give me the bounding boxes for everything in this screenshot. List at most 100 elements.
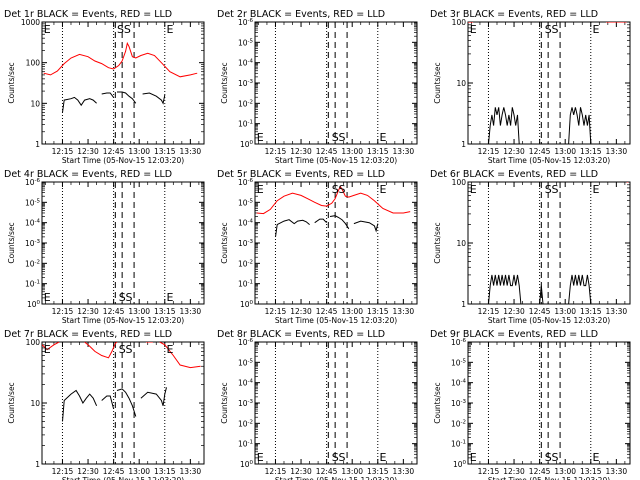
y-tick-label: 10-6 <box>25 178 41 187</box>
panel-title: Det 2r BLACK = Events, RED = LLD <box>217 9 385 20</box>
end-marker: E <box>592 183 599 196</box>
x-tick-label: 13:30 <box>180 307 202 316</box>
x-tick-label: 12:45 <box>529 147 551 156</box>
x-tick-label: 13:30 <box>606 467 628 476</box>
x-tick-label: 13:30 <box>393 307 415 316</box>
events-series-line <box>353 220 379 233</box>
panel-det-3r: Det 3r BLACK = Events, RED = LLD 1 10 100 12… <box>430 9 631 165</box>
x-axis-label: Start Time (05-Nov-15 12:03:20) <box>62 476 184 480</box>
end-marker: E <box>379 183 386 196</box>
start-marker: S <box>545 183 552 196</box>
y-tick-label: 10-3 <box>238 239 254 248</box>
x-tick-label: 13:00 <box>341 307 363 316</box>
panel-title: Det 5r BLACK = Events, RED = LLD <box>217 169 385 180</box>
end-marker: E <box>470 183 477 196</box>
panel-title: Det 9r BLACK = Events, RED = LLD <box>430 329 598 340</box>
x-tick-label: 12:15 <box>478 307 500 316</box>
y-tick-label: 10-4 <box>238 379 254 388</box>
y-tick-label: 10-4 <box>238 59 254 68</box>
start-marker: S <box>545 23 552 36</box>
x-axis-label: Start Time (05-Nov-15 12:03:20) <box>62 156 184 165</box>
events-series-line <box>314 218 327 224</box>
y-tick-label: 100 <box>27 300 41 309</box>
events-series-line <box>488 107 520 144</box>
x-tick-label: 13:30 <box>393 467 415 476</box>
end-marker: E <box>257 183 264 196</box>
x-tick-label: 12:15 <box>52 467 74 476</box>
y-tick-label: 10-4 <box>25 219 41 228</box>
x-tick-label: 13:30 <box>180 147 202 156</box>
events-series-line <box>140 387 167 406</box>
panel-det-1r: Det 1r BLACK = Events, RED = LLD 1 10 100 10… <box>4 9 205 165</box>
x-tick-label: 13:30 <box>606 147 628 156</box>
start-marker: S <box>332 131 339 144</box>
x-tick-label: 12:30 <box>290 147 312 156</box>
start-marker: S <box>124 23 131 36</box>
events-series-line <box>275 219 310 237</box>
x-tick-label: 12:15 <box>265 147 287 156</box>
y-axis-label: Counts/sec <box>220 62 229 103</box>
x-tick-label: 13:00 <box>128 307 150 316</box>
end-marker: E <box>257 451 264 464</box>
end-marker: E <box>166 343 173 356</box>
panel-det-7r: Det 7r BLACK = Events, RED = LLD 1 10 100 12… <box>4 329 205 480</box>
end-marker: E <box>44 343 51 356</box>
start-marker: S <box>552 451 559 464</box>
x-tick-label: 12:45 <box>316 307 338 316</box>
y-axis-label: Counts/sec <box>7 382 16 423</box>
end-marker: E <box>379 131 386 144</box>
y-tick-label: 1 <box>35 140 40 149</box>
y-axis-label: Counts/sec <box>433 62 442 103</box>
y-tick-label: 10-4 <box>238 219 254 228</box>
plot-frame <box>254 341 418 465</box>
x-tick-label: 12:30 <box>290 467 312 476</box>
y-tick-label: 10-2 <box>238 419 253 428</box>
y-tick-label: 1 <box>461 300 466 309</box>
y-axis-label: Counts/sec <box>433 382 442 423</box>
end-marker: E <box>166 291 173 304</box>
plot-frame <box>254 181 418 305</box>
x-tick-label: 12:45 <box>103 467 125 476</box>
end-marker: E <box>379 451 386 464</box>
x-tick-label: 12:30 <box>77 467 99 476</box>
y-tick-label: 1 <box>461 140 466 149</box>
y-tick-label: 10-6 <box>238 178 254 187</box>
x-tick-label: 12:15 <box>52 307 74 316</box>
x-axis-label: Start Time (05-Nov-15 12:03:20) <box>488 156 610 165</box>
x-tick-label: 13:00 <box>554 147 576 156</box>
y-tick-label: 10-3 <box>238 79 254 88</box>
y-tick-label: 10-1 <box>25 280 40 289</box>
x-tick-label: 13:15 <box>154 467 176 476</box>
start-marker: S <box>126 291 133 304</box>
x-tick-label: 12:45 <box>316 147 338 156</box>
y-tick-label: 10-2 <box>451 419 466 428</box>
y-tick-label: 10-5 <box>238 358 254 367</box>
x-tick-label: 13:30 <box>393 147 415 156</box>
y-tick-label: 10-5 <box>451 358 467 367</box>
x-tick-label: 12:45 <box>529 307 551 316</box>
x-tick-label: 13:30 <box>180 467 202 476</box>
start-marker: S <box>339 131 346 144</box>
y-axis-label: Counts/sec <box>433 222 442 263</box>
y-tick-label: 10-5 <box>25 198 41 207</box>
plot-frame <box>41 341 205 465</box>
panel-title: Det 6r BLACK = Events, RED = LLD <box>430 169 598 180</box>
x-tick-label: 12:45 <box>103 307 125 316</box>
events-series-line <box>101 395 115 410</box>
end-marker: E <box>44 23 51 36</box>
x-axis-label: Start Time (05-Nov-15 12:03:20) <box>488 476 610 480</box>
x-tick-label: 13:15 <box>154 307 176 316</box>
panel-det-2r: Det 2r BLACK = Events, RED = LLD 100 10-1 1… <box>217 9 418 165</box>
x-tick-label: 12:30 <box>290 307 312 316</box>
events-series-line <box>539 285 544 304</box>
y-tick-label: 10-6 <box>238 338 254 347</box>
panel-title: Det 1r BLACK = Events, RED = LLD <box>4 9 172 20</box>
events-series-line <box>62 96 97 113</box>
events-series-line <box>329 215 350 230</box>
y-axis-label: Counts/sec <box>7 62 16 103</box>
y-tick-label: 10-6 <box>238 18 254 27</box>
y-tick-label: 100 <box>452 178 467 187</box>
x-tick-label: 12:30 <box>503 307 525 316</box>
y-tick-label: 10 <box>456 239 466 248</box>
